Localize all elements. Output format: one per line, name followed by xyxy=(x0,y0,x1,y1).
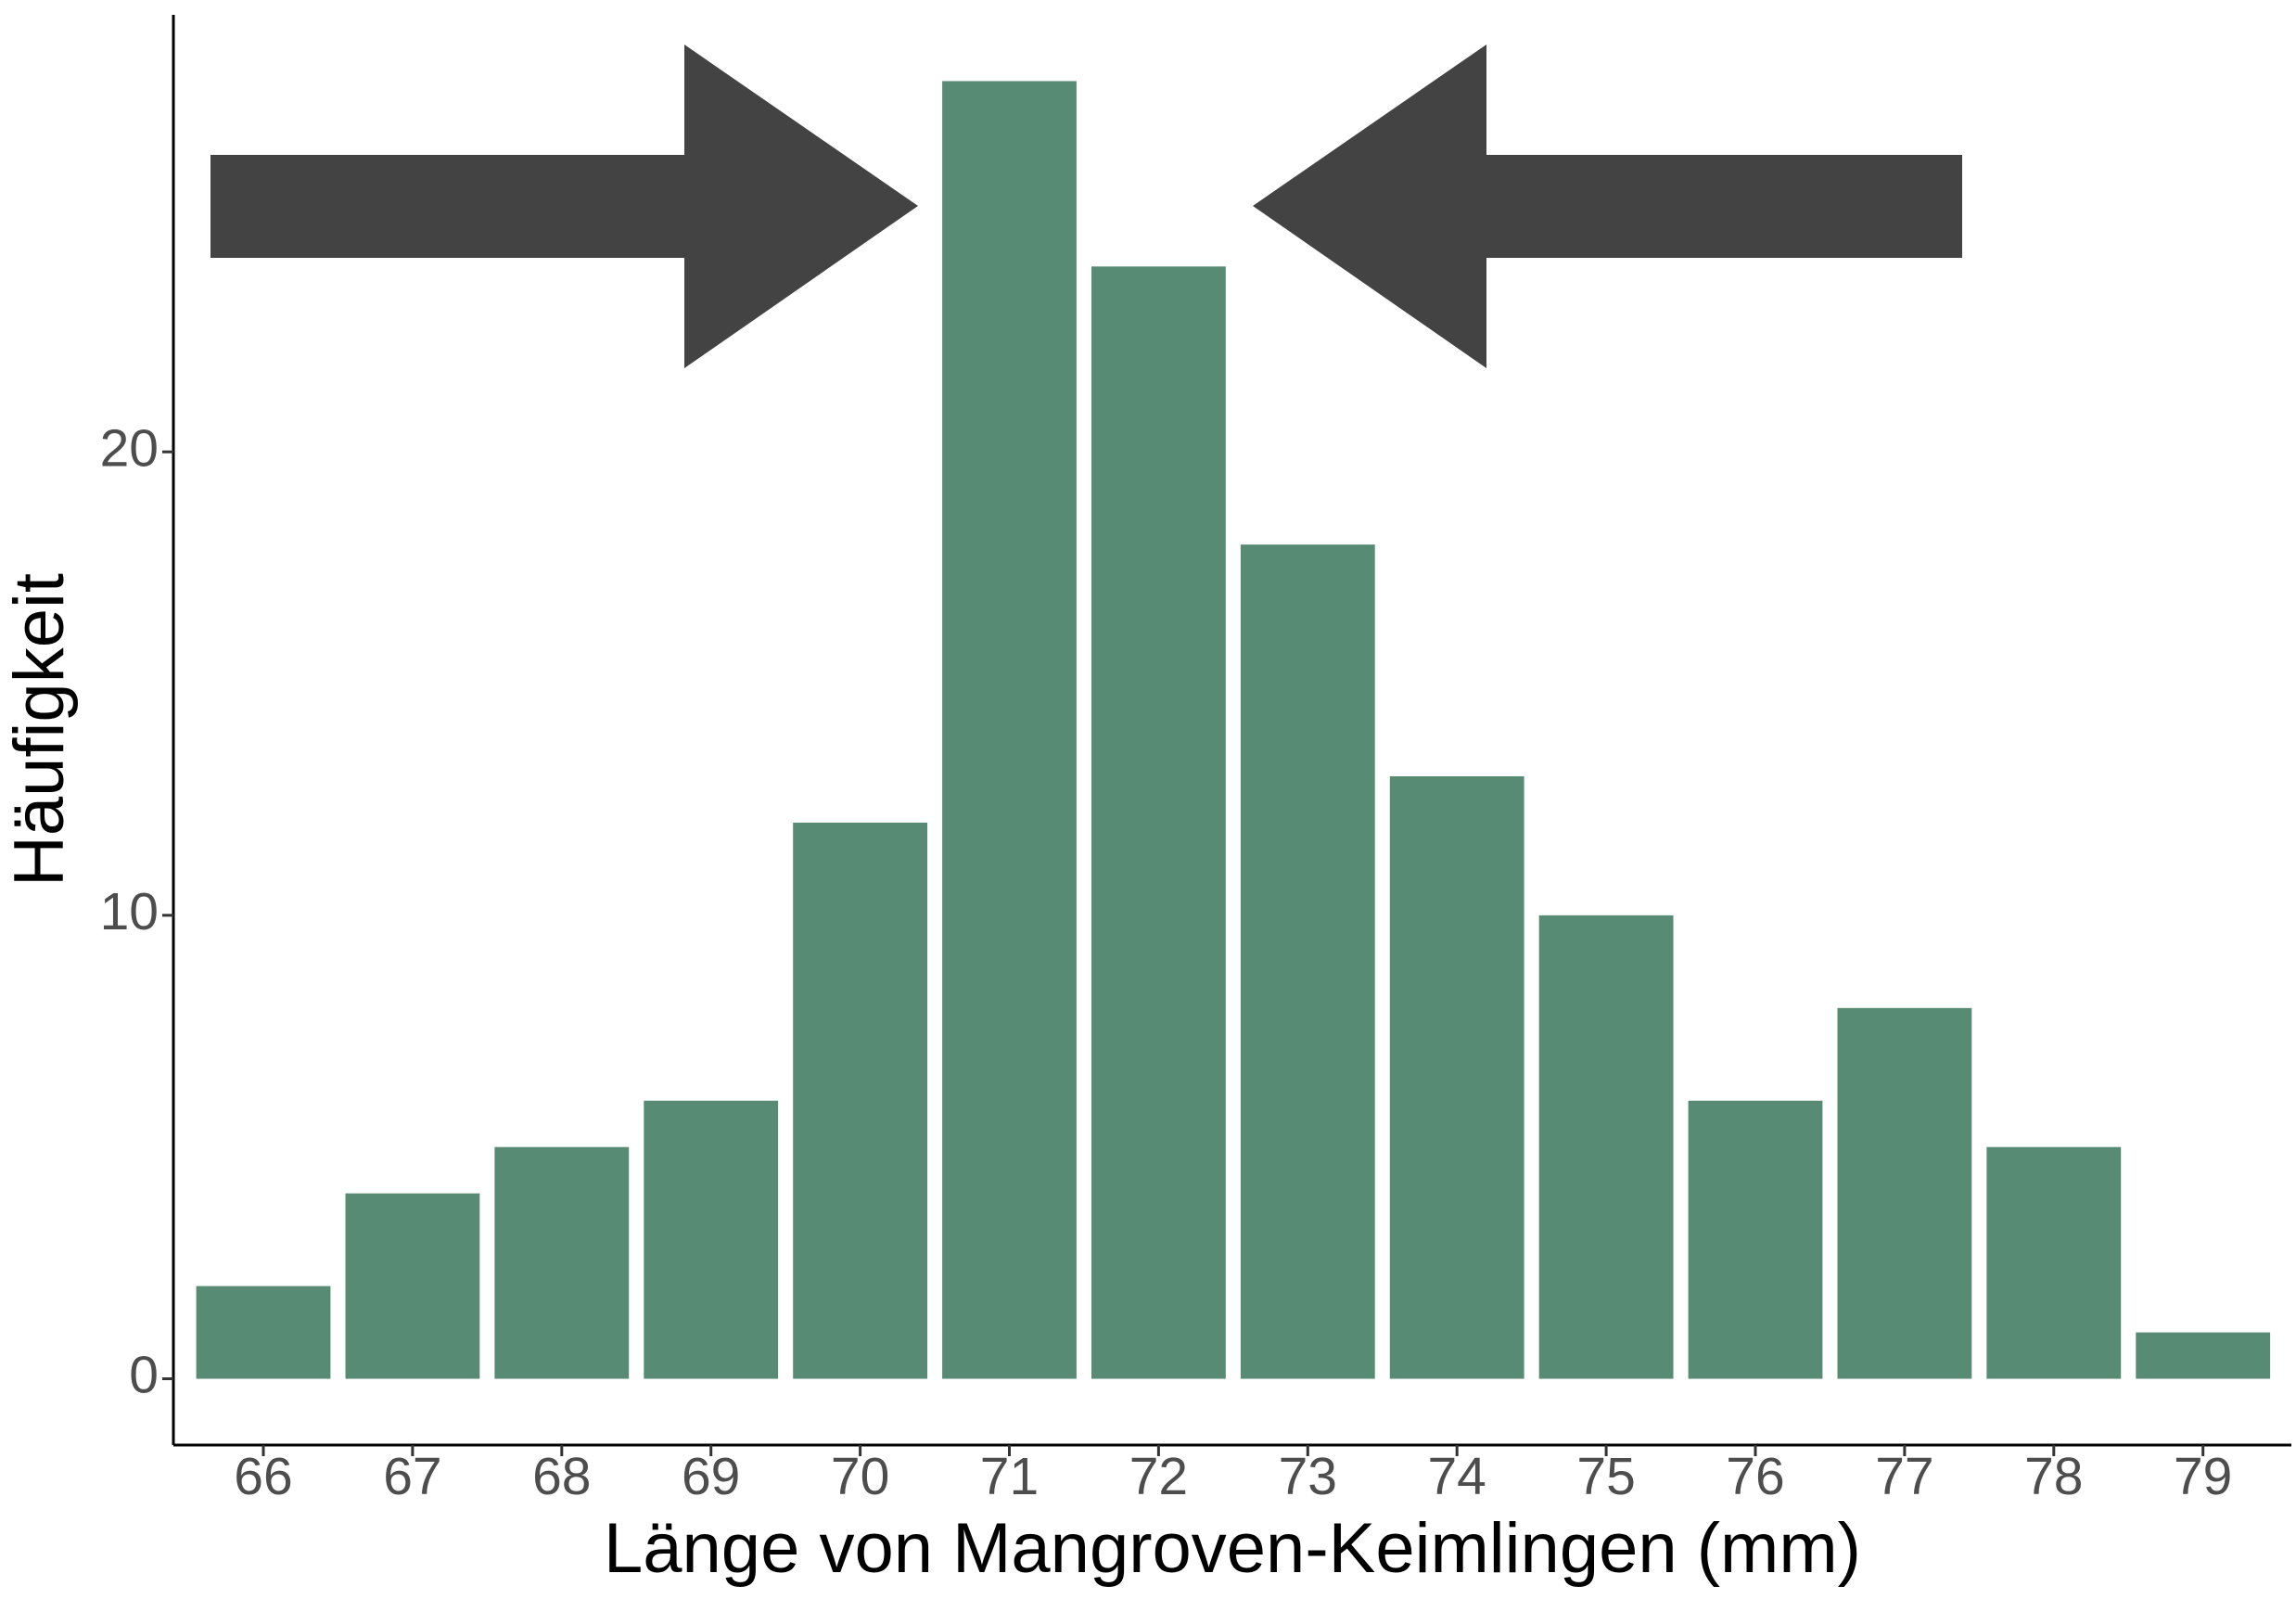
bar xyxy=(793,822,928,1379)
x-axis-title: Länge von Mangroven-Keimlingen (mm) xyxy=(604,1509,1861,1588)
bar xyxy=(1688,1100,1823,1379)
bar xyxy=(644,1100,779,1379)
bar xyxy=(1389,775,1524,1379)
x-tick-label: 71 xyxy=(980,1447,1039,1506)
bar xyxy=(196,1286,331,1379)
x-tick-label: 68 xyxy=(532,1447,591,1506)
bar xyxy=(345,1193,480,1379)
arrow-head xyxy=(1253,45,1486,368)
y-axis-title: Häufigkeit xyxy=(0,573,79,887)
bars xyxy=(196,81,2271,1379)
bar xyxy=(1091,266,1226,1379)
x-tick-label: 72 xyxy=(1129,1447,1188,1506)
x-tick-label: 69 xyxy=(682,1447,740,1506)
x-tick-label: 77 xyxy=(1875,1447,1933,1506)
y-tick-label: 10 xyxy=(100,882,159,941)
x-tick-label: 73 xyxy=(1279,1447,1337,1506)
bar xyxy=(2136,1332,2271,1379)
bar xyxy=(1986,1146,2122,1379)
y-tick-label: 0 xyxy=(129,1346,159,1405)
y-tick-label: 20 xyxy=(100,418,159,478)
x-tick-label: 76 xyxy=(1726,1447,1784,1506)
arrows xyxy=(210,45,1962,368)
x-tick-label: 79 xyxy=(2174,1447,2232,1506)
bar xyxy=(942,81,1077,1379)
arrow-shaft xyxy=(1486,155,1962,258)
bar xyxy=(1538,915,1674,1379)
x-tick-label: 70 xyxy=(831,1447,889,1506)
arrow-head xyxy=(684,45,918,368)
x-tick-label: 67 xyxy=(383,1447,441,1506)
bar xyxy=(1240,544,1375,1379)
bar xyxy=(494,1146,630,1379)
x-tick-label: 75 xyxy=(1576,1447,1635,1506)
x-tick-label: 66 xyxy=(234,1447,292,1506)
x-tick-label: 78 xyxy=(2024,1447,2083,1506)
x-tick-label: 74 xyxy=(1427,1447,1486,1506)
arrow-shaft xyxy=(210,155,684,258)
bar xyxy=(1837,1007,1972,1379)
